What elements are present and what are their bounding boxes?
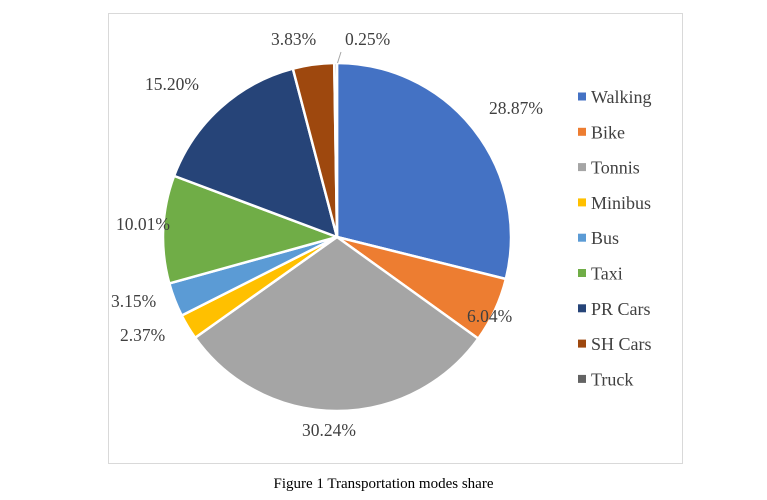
data-label-pr-cars: 15.20% — [145, 74, 199, 94]
legend-label-bike: Bike — [591, 122, 625, 142]
data-label-truck: 0.25% — [345, 29, 390, 49]
data-label-tonnis: 30.24% — [302, 420, 356, 440]
legend-label-minibus: Minibus — [591, 193, 651, 213]
pie-slice-walking — [335, 61, 513, 281]
legend-swatch-truck — [578, 374, 586, 383]
figure-caption: Figure 1 Transportation modes share — [273, 476, 494, 492]
pie-slice-pr-cars — [172, 67, 339, 239]
legend-swatch-minibus — [578, 198, 586, 207]
data-label-sh-cars: 3.83% — [271, 29, 316, 49]
legend-swatch-tonnis — [578, 163, 586, 172]
data-label-bus: 3.15% — [111, 291, 156, 311]
data-label-minibus: 2.37% — [120, 325, 165, 345]
legend-swatch-sh-cars — [578, 339, 586, 348]
pie-slice-truck — [333, 61, 339, 239]
legend-label-pr-cars: PR Cars — [591, 299, 651, 319]
legend-swatch-bus — [578, 233, 586, 242]
data-label-taxi: 10.01% — [116, 214, 170, 234]
legend-label-tonnis: Tonnis — [591, 158, 640, 178]
legend-label-taxi: Taxi — [591, 264, 623, 284]
pie-chart: 28.87% 6.04% 30.24% 2.37% 3.15% 10.01% 15.20% 3… — [111, 29, 652, 440]
leader-line-truck — [337, 51, 342, 64]
legend-label-walking: Walking — [591, 87, 652, 107]
legend-swatch-taxi — [578, 269, 586, 277]
legend-swatch-bike — [578, 127, 586, 136]
data-label-bike: 6.04% — [467, 306, 512, 326]
legend-label-sh-cars: SH Cars — [591, 334, 652, 354]
pie-slice-taxi — [161, 174, 339, 285]
legend-swatch-walking — [578, 92, 586, 101]
data-label-walking: 28.87% — [489, 98, 543, 118]
legend-label-truck: Truck — [591, 369, 633, 389]
legend-swatch-pr-cars — [578, 304, 586, 313]
legend-label-bus: Bus — [591, 228, 619, 248]
pie-slice-tonnis — [193, 235, 480, 413]
